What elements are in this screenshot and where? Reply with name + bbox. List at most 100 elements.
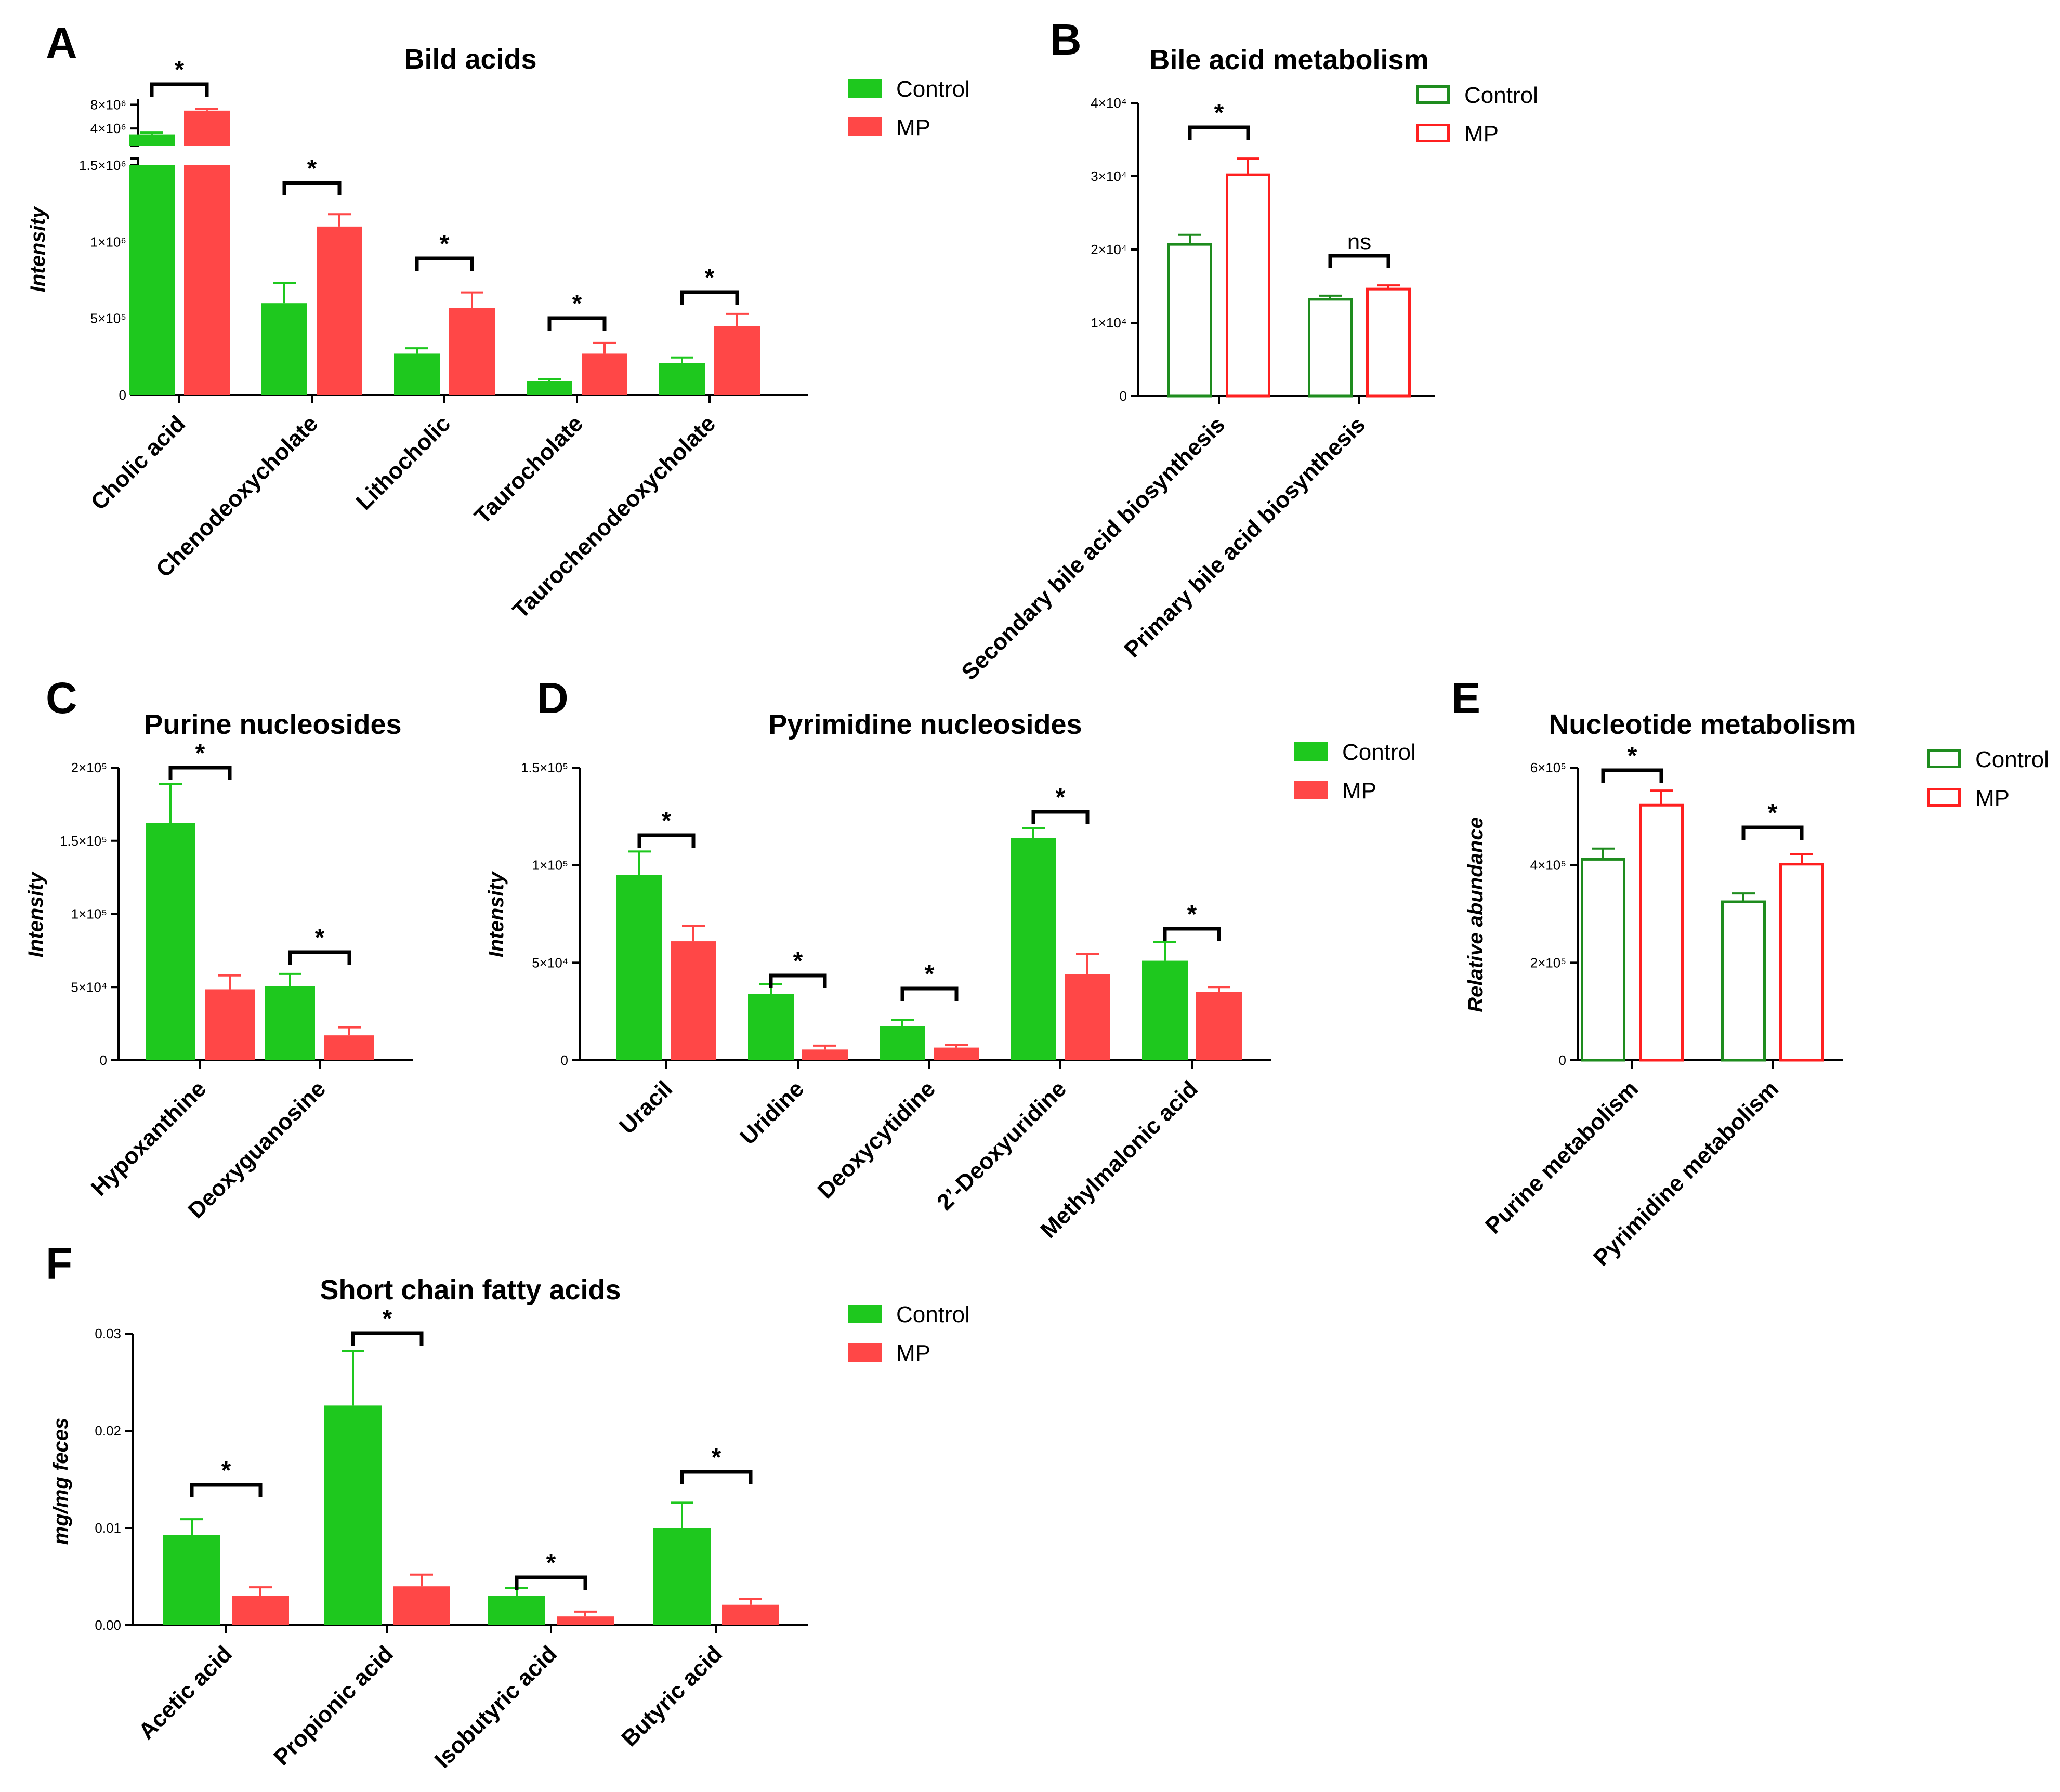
- legend: Control MP: [848, 76, 970, 140]
- significance-bracket: [168, 766, 232, 780]
- significance-label: *: [1056, 784, 1066, 811]
- chart-title: Bild acids: [404, 44, 536, 75]
- legend: Control MP: [1927, 747, 2049, 811]
- significance-label: *: [440, 230, 450, 258]
- panel-letter: F: [46, 1239, 72, 1288]
- y-tick-label: 1.5×10⁵: [521, 760, 568, 775]
- significance-label: *: [175, 56, 185, 84]
- category-label: Uridine: [735, 1076, 809, 1150]
- y-axis-label: mg/mg feces: [49, 1418, 72, 1545]
- legend-swatch-control: [1294, 742, 1328, 761]
- y-tick-label: 0.00: [95, 1617, 121, 1633]
- y-tick-label: 6×10⁵: [1530, 760, 1566, 775]
- significance-bracket: [547, 316, 607, 331]
- legend-swatch-control: [1416, 85, 1450, 104]
- legend-swatch-mp: [1294, 781, 1328, 799]
- legend: Control MP: [1294, 740, 1416, 803]
- legend: Control MP: [848, 1302, 970, 1366]
- significance-bracket: [282, 181, 342, 195]
- legend-label-mp: MP: [1975, 785, 2010, 811]
- y-tick-label: 0: [100, 1052, 107, 1068]
- bar-mp: [671, 941, 716, 1060]
- chart-title: Purine nucleosides: [144, 709, 401, 740]
- y-axis-label: Relative abundance: [1464, 817, 1487, 1012]
- category-label: Taurocholate: [469, 411, 588, 529]
- legend-swatch-mp: [1416, 124, 1450, 142]
- significance-bracket: [1601, 768, 1663, 783]
- bar-mp: [722, 1604, 779, 1625]
- bar-control: [324, 1405, 382, 1625]
- bar-control: [748, 994, 794, 1060]
- chart-title: Nucleotide metabolism: [1549, 709, 1856, 740]
- significance-label: *: [925, 960, 935, 988]
- category-label: Primary bile acid biosynthesis: [1120, 412, 1371, 663]
- y-axis-label: Intensity: [27, 206, 49, 292]
- legend-label-mp: MP: [1342, 778, 1376, 803]
- legend-label-control: Control: [1975, 747, 2049, 772]
- chart-panel-a: A Bild acids Intensity 0 5×10⁵ 1×10⁶ 1.5×10⁶ 4×…: [27, 19, 970, 624]
- significance-bracket: [415, 256, 474, 271]
- chart-panel-c: C Purine nucleosides Intensity 0 5×10⁴ 1×10⁵ 1…: [24, 674, 413, 1223]
- y-tick-label: 2×10⁴: [1091, 242, 1127, 257]
- chart-panel-d: D Pyrimidine nucleosides Intensity 0 5×10⁴ 1×…: [485, 674, 1416, 1243]
- bar-control: [1167, 243, 1212, 398]
- significance-label: *: [546, 1549, 556, 1577]
- panel-letter: D: [537, 674, 569, 722]
- significance-bracket: [900, 986, 959, 1001]
- bar-mp: [714, 326, 760, 395]
- y-tick-label: 1×10⁶: [90, 234, 126, 249]
- legend-swatch-control: [848, 79, 882, 98]
- bar-mp: [1779, 863, 1824, 1062]
- chart-panel-b: B Bile acid metabolism 0 1×10⁴ 2×10⁴ 3×10⁴ 4×1…: [956, 15, 1538, 685]
- bar-control: [146, 823, 195, 1060]
- y-tick-label: 0.03: [95, 1326, 121, 1341]
- category-label: Hypoxanthine: [86, 1076, 211, 1201]
- bar-control: [659, 363, 705, 395]
- legend: Control MP: [1416, 83, 1538, 147]
- y-tick-label: 4×10⁵: [1530, 858, 1566, 873]
- significance-bracket: [190, 1483, 263, 1497]
- chart-panel-f: F Short chain fatty acids mg/mg feces 0.00 0…: [46, 1239, 970, 1773]
- significance-bracket: [637, 833, 696, 848]
- y-tick-label: 0.02: [95, 1423, 121, 1439]
- bar-mp: [449, 308, 495, 395]
- category-label: Butyric acid: [616, 1641, 727, 1751]
- category-label: Acetic acid: [134, 1641, 237, 1744]
- category-label: Purine metabolism: [1480, 1076, 1643, 1238]
- y-tick-label: 5×10⁴: [532, 955, 568, 970]
- legend-label-control: Control: [896, 1302, 970, 1327]
- legend-swatch-mp: [848, 1343, 882, 1362]
- significance-label: *: [195, 740, 205, 767]
- y-tick-label: 1.5×10⁵: [60, 833, 107, 849]
- bar-control: [880, 1026, 925, 1060]
- bar-mp: [205, 989, 255, 1060]
- bar-mp: [393, 1586, 450, 1625]
- significance-bracket: [680, 1470, 753, 1484]
- y-tick-label: 1×10⁴: [1091, 315, 1127, 331]
- significance-bracket: [1031, 810, 1090, 824]
- bar-control: [1142, 960, 1188, 1060]
- y-tick-label: 0: [119, 387, 126, 403]
- significance-label: *: [221, 1457, 231, 1484]
- y-tick-label: 0: [561, 1052, 568, 1068]
- bar-mp: [324, 1035, 374, 1060]
- significance-bracket: [1163, 927, 1221, 941]
- legend-label-mp: MP: [896, 1340, 930, 1366]
- bar-mp: [1065, 974, 1110, 1060]
- bar-mp: [582, 353, 627, 395]
- bar-control: [527, 381, 572, 395]
- significance-bracket: [150, 82, 209, 97]
- y-tick-label: 5×10⁵: [90, 311, 126, 326]
- y-tick-label: 0: [1120, 388, 1127, 404]
- legend-swatch-mp: [1927, 788, 1961, 807]
- significance-label: *: [705, 264, 715, 292]
- panel-letter: E: [1451, 674, 1480, 722]
- significance-label: *: [572, 290, 582, 318]
- legend-swatch-mp: [848, 117, 882, 136]
- legend-swatch-control: [1927, 749, 1961, 768]
- y-tick-label: 1.5×10⁶: [79, 157, 126, 173]
- bar-control: [163, 1535, 220, 1625]
- bar-mp: [1196, 992, 1242, 1060]
- bar-mp-upper: [184, 110, 230, 146]
